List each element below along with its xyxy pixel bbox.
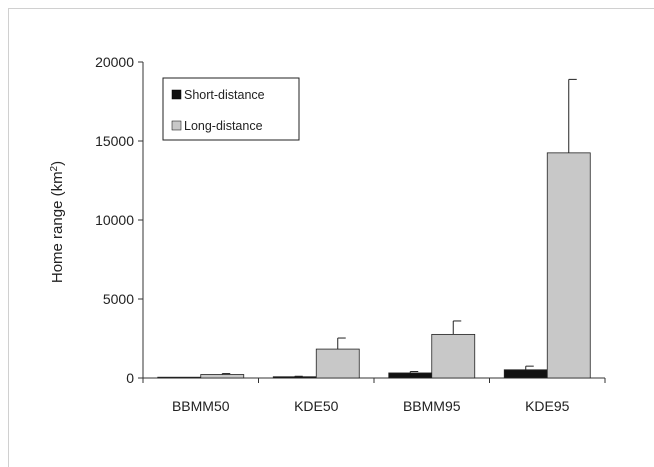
legend-label-short: Short-distance xyxy=(184,88,265,102)
figure-frame xyxy=(8,8,654,467)
legend-swatch-short xyxy=(171,89,182,100)
legend-label-long: Long-distance xyxy=(184,119,263,133)
y-tick-label: 5000 xyxy=(103,291,134,307)
bar-short-kde95 xyxy=(503,369,548,379)
legend: Short-distance Long-distance xyxy=(162,77,300,141)
x-tick-label: KDE50 xyxy=(294,398,339,414)
bar-long-bbmm95 xyxy=(431,333,476,379)
legend-swatch-long xyxy=(171,120,182,131)
y-tick-label: 20000 xyxy=(95,54,134,70)
y-axis-label: Home range (km2) xyxy=(49,161,67,283)
bars xyxy=(157,152,591,379)
bar-long-kde50 xyxy=(315,348,360,379)
x-tick-label: KDE95 xyxy=(525,398,570,414)
y-ticks: 0 5000 10000 15000 20000 xyxy=(95,54,143,386)
bar-long-bbmm50 xyxy=(200,374,245,379)
bar-long-kde95 xyxy=(546,152,591,379)
y-tick-label: 10000 xyxy=(95,212,134,228)
y-tick-label: 15000 xyxy=(95,133,134,149)
error-bars xyxy=(178,78,577,379)
bar-short-kde50 xyxy=(272,376,317,379)
x-tick-label: BBMM50 xyxy=(172,398,230,414)
x-tick-labels: BBMM50 KDE50 BBMM95 KDE95 xyxy=(172,398,570,414)
x-tick-label: BBMM95 xyxy=(403,398,461,414)
y-tick-label: 0 xyxy=(126,370,134,386)
legend-box xyxy=(162,77,300,141)
bar-short-bbmm95 xyxy=(388,372,433,379)
